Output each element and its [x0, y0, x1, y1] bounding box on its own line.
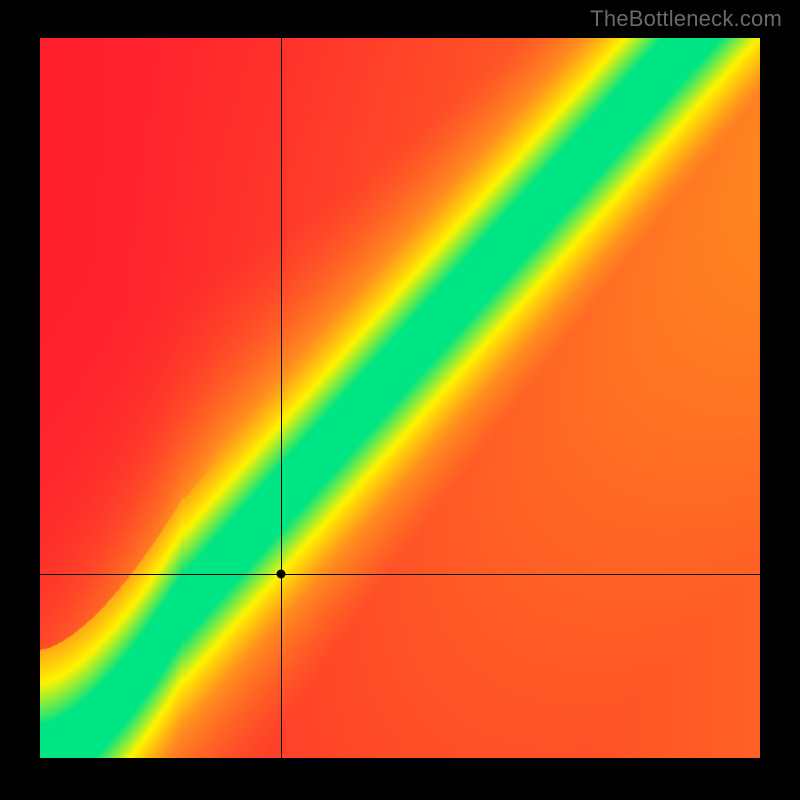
heatmap-canvas	[40, 38, 760, 758]
heatmap-plot	[40, 38, 760, 758]
watermark-text: TheBottleneck.com	[590, 6, 782, 32]
